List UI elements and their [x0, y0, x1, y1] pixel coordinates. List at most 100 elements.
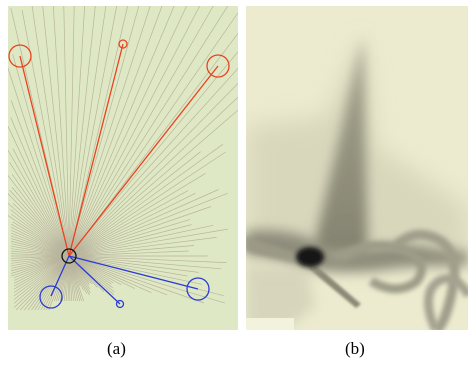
- visibility-ray: [12, 221, 70, 257]
- visibility-ray: [68, 173, 206, 257]
- visibility-ray: [63, 6, 70, 257]
- center-circle: [61, 248, 77, 264]
- visibility-ray: [8, 193, 70, 257]
- panel-b-image: [246, 6, 468, 330]
- visibility-ray: [68, 237, 217, 257]
- visibility-ray: [68, 192, 196, 257]
- visibility-ray: [11, 174, 70, 257]
- visibility-ray: [13, 255, 70, 279]
- visibility-ray: [10, 226, 70, 257]
- red-link-top-right: [68, 65, 219, 257]
- visibility-ray: [11, 255, 70, 264]
- visibility-ray: [31, 255, 70, 311]
- visibility-ray: [68, 245, 194, 257]
- visibility-ray: [27, 255, 70, 311]
- visibility-ray: [68, 255, 226, 304]
- visibility-ray: [68, 255, 115, 293]
- red-circle-top-middle: [118, 39, 128, 49]
- visibility-ray: [10, 255, 70, 267]
- left-streak: [246, 236, 308, 266]
- visibility-ray: [68, 255, 188, 277]
- visibility-ray: [68, 109, 238, 257]
- visibility-ray: [68, 255, 168, 296]
- bottom-pale: [246, 318, 294, 330]
- visibility-ray: [68, 6, 151, 257]
- visibility-ray: [9, 189, 70, 257]
- visibility-ray: [37, 255, 70, 311]
- visibility-ray: [68, 6, 118, 257]
- panel-a-image: [8, 6, 238, 330]
- visibility-ray: [13, 255, 70, 284]
- visibility-ray: [10, 229, 70, 257]
- ring-loop: [338, 241, 427, 294]
- visibility-ray: [52, 6, 70, 257]
- visibility-ray: [68, 228, 228, 257]
- lower-left-shade: [246, 266, 316, 330]
- blue-circle-bottom-middle: [115, 299, 125, 309]
- visibility-ray: [68, 6, 201, 257]
- visibility-ray: [68, 151, 201, 257]
- visibility-ray: [13, 255, 70, 281]
- spike: [312, 36, 368, 256]
- red-circle-top-right: [206, 54, 230, 78]
- center-blob: [296, 247, 324, 267]
- visibility-ray: [11, 255, 70, 262]
- visibility-ray: [68, 6, 128, 257]
- blue-link-bottom-middle: [68, 255, 121, 305]
- visibility-ray: [8, 67, 70, 257]
- visibility-ray: [12, 203, 70, 257]
- visibility-ray: [68, 250, 189, 257]
- visibility-ray: [8, 175, 70, 257]
- visibility-ray: [68, 51, 238, 257]
- right-arc: [392, 229, 460, 330]
- visibility-ray: [13, 255, 70, 297]
- visibility-ray: [10, 209, 70, 257]
- visibility-ray: [68, 6, 187, 257]
- visibility-ray: [68, 12, 238, 257]
- visibility-ray: [68, 255, 199, 273]
- visibility-ray: [68, 255, 227, 263]
- visibility-ray: [68, 255, 135, 289]
- visibility-ray: [68, 6, 96, 257]
- visibility-ray: [13, 255, 70, 308]
- visibility-ray: [8, 215, 70, 257]
- visibility-ray: [10, 238, 70, 257]
- visibility-ray: [68, 6, 214, 257]
- visibility-ray: [68, 219, 191, 257]
- visibility-ray: [13, 255, 70, 293]
- visibility-ray: [13, 255, 70, 300]
- visibility-ray: [10, 240, 70, 257]
- visibility-ray: [10, 255, 70, 274]
- blue-link-bottom-right: [68, 255, 199, 290]
- visibility-ray: [15, 255, 70, 311]
- visibility-ray: [10, 235, 70, 257]
- visibility-ray: [13, 255, 70, 290]
- visibility-ray: [68, 192, 228, 257]
- visibility-ray: [68, 83, 238, 257]
- visibility-ray: [24, 255, 70, 311]
- visibility-ray: [11, 186, 70, 257]
- red-link-top-middle: [68, 43, 124, 257]
- visibility-ray: [68, 6, 228, 257]
- visibility-ray: [68, 255, 122, 286]
- visibility-ray: [68, 189, 219, 257]
- visibility-ray: [11, 243, 70, 257]
- visibility-ray: [10, 255, 70, 272]
- visibility-ray: [42, 6, 70, 257]
- visibility-ray: [68, 255, 114, 289]
- visibility-ray: [10, 117, 70, 257]
- visibility-ray: [8, 125, 70, 257]
- visibility-ray: [68, 6, 107, 257]
- visibility-ray: [68, 255, 152, 294]
- visibility-ray: [10, 100, 70, 257]
- visibility-ray: [68, 6, 86, 257]
- visibility-ray: [68, 68, 238, 257]
- landmark-circles: [8, 39, 230, 309]
- visibility-diagram: [8, 6, 238, 311]
- visibility-ray: [68, 33, 238, 257]
- visibility-ray: [68, 255, 222, 270]
- red-link-top-left: [19, 55, 70, 257]
- visibility-ray: [12, 54, 70, 257]
- visibility-ray: [68, 6, 75, 257]
- blue-circle-bottom-left: [39, 285, 63, 309]
